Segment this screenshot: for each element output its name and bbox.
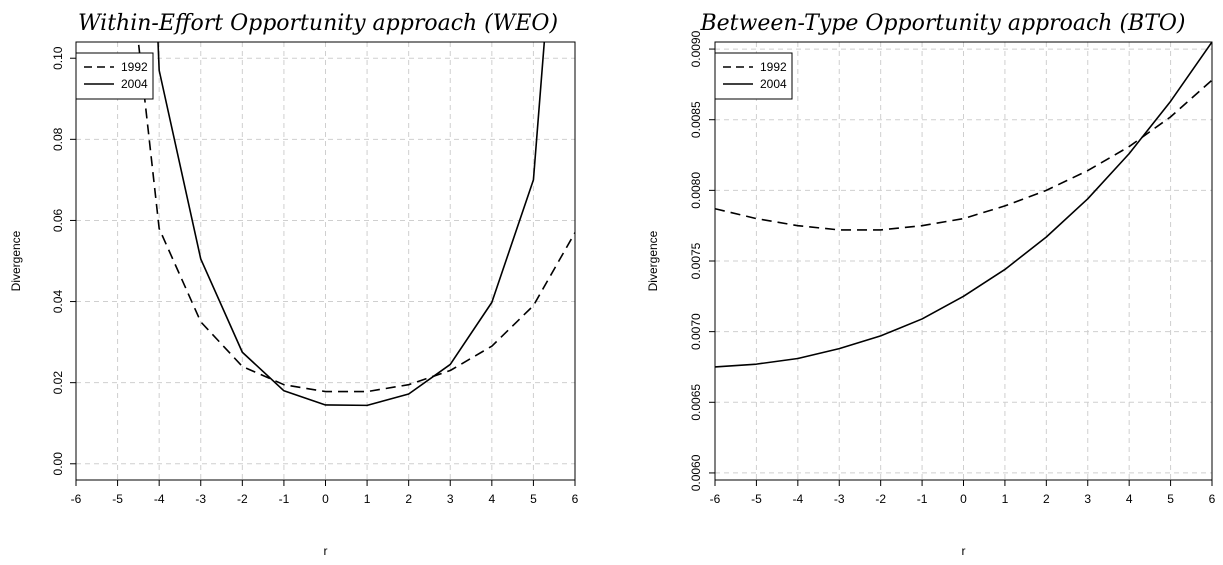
x-axis-label: r [324, 544, 328, 558]
x-tick-label: 3 [1084, 492, 1091, 506]
x-tick-label: 5 [530, 492, 537, 506]
x-tick-label: -6 [71, 492, 82, 506]
series-group [137, 42, 575, 407]
x-tick-label: -3 [834, 492, 845, 506]
legend-label: 1992 [121, 60, 148, 74]
x-tick-label: 2 [1043, 492, 1050, 506]
y-tick-label: 0.0085 [689, 101, 703, 138]
y-tick-label: 0.0080 [689, 172, 703, 209]
y-tick-label: 0.0065 [689, 384, 703, 421]
y-axis-label: Divergence [9, 230, 23, 291]
y-tick-label: 0.0070 [689, 313, 703, 350]
x-tick-label: -4 [154, 492, 165, 506]
chart-title: Between-Type Opportunity approach (BTO) [699, 11, 1185, 36]
x-tick-label: 0 [960, 492, 967, 506]
x-tick-label: -3 [195, 492, 206, 506]
x-tick-label: -6 [710, 492, 721, 506]
legend: 1992 2004 [714, 52, 793, 100]
x-tick-label: 4 [1126, 492, 1133, 506]
legend-box [714, 52, 793, 100]
x-tick-label: -1 [917, 492, 928, 506]
y-tick-label: 0.10 [51, 46, 65, 70]
y-tick-label: 0.06 [51, 208, 65, 232]
x-tick-label: -2 [875, 492, 886, 506]
legend-label: 1992 [760, 60, 787, 74]
chart-panel-1: Within-Effort Opportunity approach (WEO)… [9, 11, 579, 558]
y-tick-label: 0.02 [51, 371, 65, 395]
x-tick-label: 0 [322, 492, 329, 506]
x-axis-label: r [962, 544, 966, 558]
series-group [715, 42, 1212, 368]
legend: 1992 2004 [75, 52, 154, 100]
chart-panel-2: Between-Type Opportunity approach (BTO) -… [646, 11, 1216, 558]
x-tick-label: -5 [112, 492, 123, 506]
x-tick-label: -4 [792, 492, 803, 506]
series-line-2004 [157, 42, 546, 407]
series-line-1992 [137, 42, 575, 393]
chart-title: Within-Effort Opportunity approach (WEO) [78, 11, 558, 36]
x-tick-label: 6 [572, 492, 579, 506]
y-tick-label: 0.0090 [689, 30, 703, 67]
x-tick-label: 1 [1002, 492, 1009, 506]
x-tick-label: 1 [364, 492, 371, 506]
y-axis-label: Divergence [646, 230, 660, 291]
legend-label: 2004 [760, 77, 787, 91]
legend-box [75, 52, 154, 100]
x-tick-label: -1 [279, 492, 290, 506]
x-tick-label: 4 [488, 492, 495, 506]
series-line-2004 [715, 42, 1212, 368]
x-tick-label: -5 [751, 492, 762, 506]
x-tick-label: 5 [1167, 492, 1174, 506]
x-tick-label: 2 [405, 492, 412, 506]
series-line-1992 [715, 79, 1212, 231]
y-tick-label: 0.04 [51, 290, 65, 314]
y-tick-label: 0.08 [51, 127, 65, 151]
y-tick-label: 0.0075 [689, 242, 703, 279]
y-tick-label: 0.0060 [689, 454, 703, 491]
y-tick-label: 0.00 [51, 452, 65, 476]
x-tick-label: 6 [1209, 492, 1216, 506]
x-tick-label: 3 [447, 492, 454, 506]
legend-label: 2004 [121, 77, 148, 91]
x-tick-label: -2 [237, 492, 248, 506]
